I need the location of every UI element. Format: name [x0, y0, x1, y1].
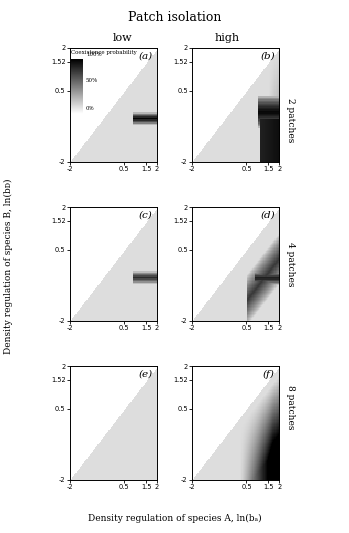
Text: low: low	[112, 33, 132, 43]
Text: Density regulation of species B, ln(bᴅ): Density regulation of species B, ln(bᴅ)	[4, 179, 13, 354]
Text: (b): (b)	[260, 51, 275, 60]
Text: (f): (f)	[263, 369, 275, 378]
Text: (c): (c)	[139, 211, 153, 220]
Text: (a): (a)	[139, 51, 153, 60]
Text: (d): (d)	[260, 211, 275, 220]
Text: high: high	[214, 33, 239, 43]
Text: Patch isolation: Patch isolation	[128, 11, 221, 24]
Text: 4 patches: 4 patches	[286, 241, 295, 286]
Text: 2 patches: 2 patches	[286, 98, 295, 142]
Text: 8 patches: 8 patches	[286, 385, 295, 430]
Text: (e): (e)	[139, 369, 153, 378]
Text: Density regulation of species A, ln(bₐ): Density regulation of species A, ln(bₐ)	[88, 514, 261, 523]
